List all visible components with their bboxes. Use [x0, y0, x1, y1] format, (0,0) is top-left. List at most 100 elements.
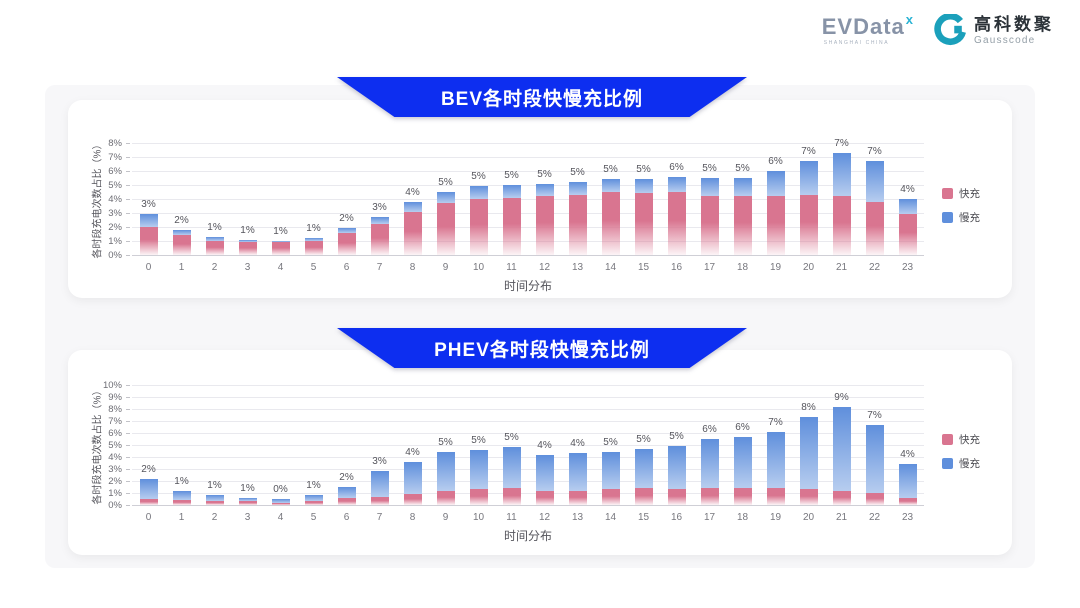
bar-segment-fast-hour-16[interactable]	[667, 489, 686, 505]
bar-segment-fast-hour-4[interactable]	[271, 502, 290, 505]
bar-segment-slow-hour-6[interactable]	[337, 228, 356, 233]
bar-hour-17[interactable]	[700, 178, 719, 255]
bar-segment-fast-hour-9[interactable]	[436, 490, 455, 505]
bar-segment-fast-hour-5[interactable]	[304, 240, 323, 255]
bar-segment-slow-hour-20[interactable]	[799, 161, 818, 195]
bar-segment-fast-hour-14[interactable]	[601, 489, 620, 505]
bar-hour-6[interactable]	[337, 228, 356, 255]
bar-segment-fast-hour-11[interactable]	[502, 488, 521, 505]
bar-hour-19[interactable]	[766, 171, 785, 255]
bar-segment-fast-hour-22[interactable]	[865, 201, 884, 255]
bar-segment-fast-hour-7[interactable]	[370, 496, 389, 505]
bar-segment-slow-hour-8[interactable]	[403, 201, 422, 212]
bar-segment-slow-hour-18[interactable]	[733, 436, 752, 489]
bar-hour-20[interactable]	[799, 417, 818, 505]
bar-segment-fast-hour-18[interactable]	[733, 196, 752, 255]
bar-hour-3[interactable]	[238, 239, 257, 255]
bar-hour-18[interactable]	[733, 178, 752, 255]
bar-segment-slow-hour-11[interactable]	[502, 185, 521, 198]
bar-hour-10[interactable]	[469, 449, 488, 505]
bar-hour-1[interactable]	[172, 229, 191, 255]
bar-segment-fast-hour-5[interactable]	[304, 501, 323, 505]
bar-segment-slow-hour-19[interactable]	[766, 171, 785, 197]
bar-hour-4[interactable]	[271, 241, 290, 255]
bar-hour-15[interactable]	[634, 448, 653, 505]
bar-segment-fast-hour-15[interactable]	[634, 193, 653, 255]
bar-hour-9[interactable]	[436, 192, 455, 255]
bar-segment-fast-hour-12[interactable]	[535, 490, 554, 505]
bar-segment-slow-hour-23[interactable]	[898, 199, 917, 215]
bar-segment-slow-hour-10[interactable]	[469, 186, 488, 199]
bar-segment-fast-hour-1[interactable]	[172, 235, 191, 255]
bar-segment-slow-hour-4[interactable]	[271, 499, 290, 503]
bar-segment-fast-hour-19[interactable]	[766, 196, 785, 255]
bar-hour-7[interactable]	[370, 217, 389, 255]
bar-segment-slow-hour-21[interactable]	[832, 152, 851, 197]
bar-segment-fast-hour-10[interactable]	[469, 489, 488, 505]
bar-segment-slow-hour-2[interactable]	[205, 236, 224, 241]
bar-segment-fast-hour-2[interactable]	[205, 240, 224, 255]
bar-hour-13[interactable]	[568, 453, 587, 505]
bar-hour-16[interactable]	[667, 446, 686, 505]
bar-segment-slow-hour-12[interactable]	[535, 454, 554, 491]
bar-hour-0[interactable]	[139, 214, 158, 255]
bar-segment-fast-hour-2[interactable]	[205, 501, 224, 505]
bar-hour-14[interactable]	[601, 452, 620, 505]
bar-hour-10[interactable]	[469, 186, 488, 255]
bar-hour-5[interactable]	[304, 238, 323, 255]
bar-segment-slow-hour-7[interactable]	[370, 217, 389, 225]
bar-segment-fast-hour-15[interactable]	[634, 488, 653, 505]
bar-segment-slow-hour-1[interactable]	[172, 490, 191, 501]
bar-segment-slow-hour-17[interactable]	[700, 178, 719, 197]
bar-segment-fast-hour-22[interactable]	[865, 492, 884, 505]
bar-segment-fast-hour-21[interactable]	[832, 196, 851, 255]
bar-segment-fast-hour-14[interactable]	[601, 191, 620, 255]
bar-segment-slow-hour-22[interactable]	[865, 424, 884, 493]
bar-segment-fast-hour-9[interactable]	[436, 203, 455, 255]
bar-segment-fast-hour-8[interactable]	[403, 211, 422, 255]
legend-item-fast[interactable]: 快充	[942, 186, 980, 201]
bar-segment-slow-hour-20[interactable]	[799, 417, 818, 490]
bar-hour-12[interactable]	[535, 454, 554, 505]
bar-hour-16[interactable]	[667, 176, 686, 255]
bar-hour-2[interactable]	[205, 236, 224, 255]
bar-segment-fast-hour-8[interactable]	[403, 494, 422, 505]
bar-segment-slow-hour-23[interactable]	[898, 464, 917, 498]
bar-segment-fast-hour-6[interactable]	[337, 232, 356, 255]
bar-hour-2[interactable]	[205, 495, 224, 505]
bar-segment-slow-hour-22[interactable]	[865, 161, 884, 202]
bar-hour-23[interactable]	[898, 199, 917, 255]
bar-segment-slow-hour-4[interactable]	[271, 241, 290, 243]
bar-segment-fast-hour-1[interactable]	[172, 500, 191, 505]
bar-segment-fast-hour-13[interactable]	[568, 194, 587, 255]
bar-segment-fast-hour-23[interactable]	[898, 214, 917, 255]
bar-hour-8[interactable]	[403, 461, 422, 505]
bar-segment-fast-hour-4[interactable]	[271, 242, 290, 255]
bar-segment-fast-hour-21[interactable]	[832, 490, 851, 505]
bar-segment-fast-hour-12[interactable]	[535, 196, 554, 255]
bar-segment-fast-hour-18[interactable]	[733, 488, 752, 505]
bar-segment-slow-hour-21[interactable]	[832, 406, 851, 491]
bar-hour-11[interactable]	[502, 447, 521, 505]
bar-segment-slow-hour-5[interactable]	[304, 494, 323, 502]
bar-hour-19[interactable]	[766, 431, 785, 505]
bar-hour-6[interactable]	[337, 487, 356, 505]
bar-hour-22[interactable]	[865, 161, 884, 255]
bar-hour-12[interactable]	[535, 183, 554, 255]
legend-item-slow[interactable]: 慢充	[942, 456, 980, 471]
bar-segment-slow-hour-10[interactable]	[469, 449, 488, 490]
bar-segment-fast-hour-23[interactable]	[898, 497, 917, 505]
bar-segment-slow-hour-12[interactable]	[535, 183, 554, 197]
bar-hour-13[interactable]	[568, 182, 587, 255]
bar-segment-slow-hour-1[interactable]	[172, 229, 191, 236]
bar-segment-slow-hour-17[interactable]	[700, 439, 719, 489]
bar-segment-slow-hour-13[interactable]	[568, 182, 587, 195]
bar-segment-slow-hour-0[interactable]	[139, 214, 158, 227]
bar-segment-fast-hour-11[interactable]	[502, 197, 521, 255]
bar-segment-fast-hour-3[interactable]	[238, 501, 257, 505]
bar-segment-fast-hour-17[interactable]	[700, 488, 719, 505]
legend-item-slow[interactable]: 慢充	[942, 210, 980, 225]
bar-segment-slow-hour-2[interactable]	[205, 495, 224, 502]
bar-hour-1[interactable]	[172, 490, 191, 505]
bar-hour-21[interactable]	[832, 406, 851, 505]
